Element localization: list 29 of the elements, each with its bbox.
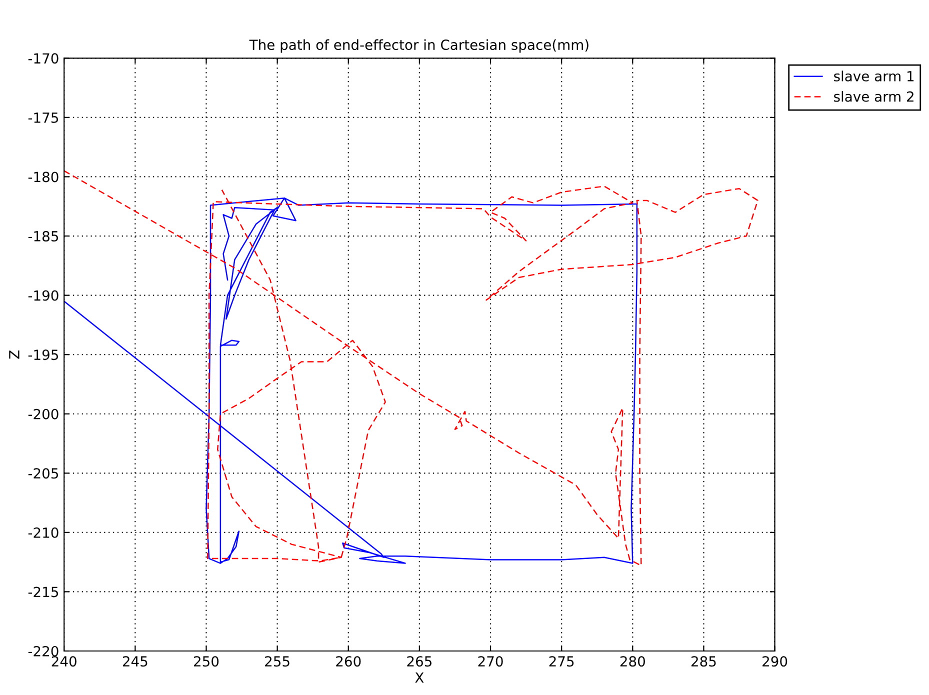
y-tick-label: -185 [28,230,58,242]
chart-title: The path of end-effector in Cartesian space(mm) [249,39,588,53]
x-tick-label: 250 [194,656,219,667]
y-tick-label: -200 [28,408,58,420]
x-tick-label: 290 [762,656,788,667]
legend-label: slave arm 2 [834,91,914,102]
x-tick-label: 245 [122,656,148,667]
legend-label: slave arm 1 [834,70,914,82]
y-axis-title: Z [9,350,20,359]
y-tick-label: -170 [28,53,58,64]
y-tick-label: -175 [28,112,58,123]
y-tick-label: -220 [28,646,58,656]
y-tick-label: -215 [28,586,58,598]
x-tick-label: 265 [407,656,432,667]
x-tick-label: 255 [265,656,290,667]
y-tick-label: -180 [28,172,58,182]
line-series [64,170,758,566]
y-tick-label: -205 [28,468,58,479]
x-tick-label: 240 [52,656,76,667]
x-tick-label: 270 [478,656,503,667]
y-tick-label: -190 [28,290,58,301]
line-series [64,197,638,564]
x-tick-label: 285 [691,656,716,667]
x-tick-label: 275 [549,656,574,667]
y-tick-label: -210 [28,527,58,538]
x-axis-title: X [415,672,424,683]
y-tick-label: -195 [28,350,58,360]
x-tick-label: 280 [620,656,645,667]
x-tick-label: 260 [336,656,361,667]
